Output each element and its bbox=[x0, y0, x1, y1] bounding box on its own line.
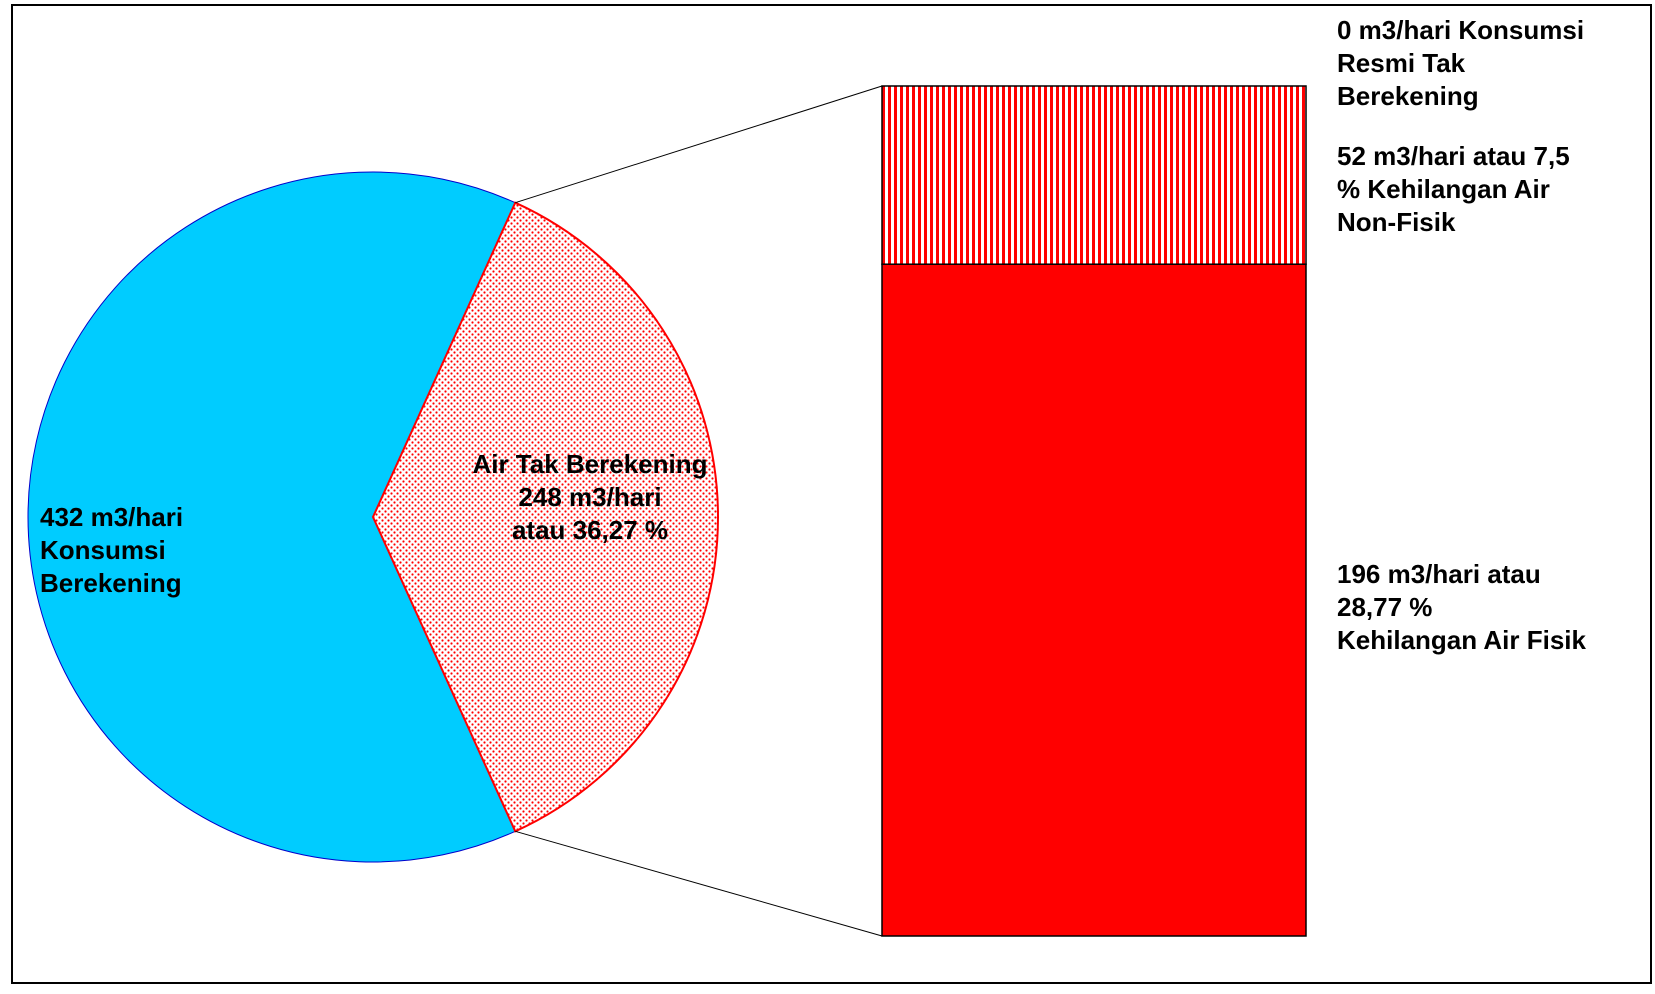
pie-label-nrw: Air Tak Berekening 248 m3/hari atau 36,2… bbox=[472, 449, 708, 545]
connector-line-bottom bbox=[515, 830, 883, 937]
connector-line-top bbox=[515, 85, 883, 204]
pie-slice-billed bbox=[27, 171, 516, 863]
bar-label-non-physical-loss: 52 m3/hari atau 7,5 % Kehilangan Air Non… bbox=[1337, 141, 1570, 237]
pie-label-billed: 432 m3/hari Konsumsi Berekening bbox=[40, 502, 184, 598]
bar-label-physical-loss: 196 m3/hari atau 28,77 % Kehilangan Air … bbox=[1337, 559, 1586, 655]
bar-segment-non-physical-loss bbox=[881, 85, 1307, 265]
bar-segment-physical-loss bbox=[881, 263, 1307, 937]
bar-label-unbilled-authorized: 0 m3/hari Konsumsi Resmi Tak Berekening bbox=[1337, 15, 1585, 111]
pie-slice-nrw bbox=[371, 201, 720, 833]
